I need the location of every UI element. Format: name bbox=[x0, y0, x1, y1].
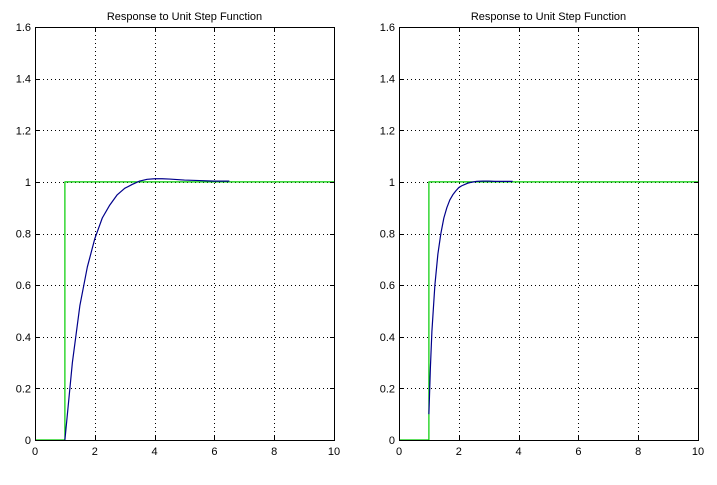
x-tick-label: 6 bbox=[575, 446, 581, 458]
y-tick-label: 1.2 bbox=[380, 125, 395, 137]
x-tick-label: 4 bbox=[516, 446, 522, 458]
x-tick-label: 6 bbox=[211, 446, 217, 458]
x-tick-label: 10 bbox=[692, 446, 704, 458]
y-tick-label: 0.8 bbox=[380, 229, 395, 241]
subplot-1: Response to Unit Step Function 0 2 4 6 8 10 0 0.… bbox=[16, 11, 340, 458]
y-tick-label: 0.8 bbox=[16, 229, 31, 241]
y-tick-label: 1.6 bbox=[380, 22, 395, 34]
y-tick-label: 0.2 bbox=[16, 383, 31, 395]
step-response-line bbox=[64, 178, 230, 441]
axes-frame bbox=[35, 27, 335, 441]
y-tick-label: 1.4 bbox=[16, 74, 31, 86]
x-tick-label: 4 bbox=[152, 446, 158, 458]
x-tick-label: 0 bbox=[396, 446, 402, 458]
axes-frame bbox=[399, 27, 699, 441]
subplot-2: Response to Unit Step Function 0 2 4 6 8 10 0 0.… bbox=[380, 11, 704, 458]
y-tick-label: 0.2 bbox=[380, 383, 395, 395]
y-tick-label: 0 bbox=[389, 435, 395, 447]
y-tick-label: 0.6 bbox=[380, 280, 395, 292]
y-tick-label: 1 bbox=[25, 177, 31, 189]
y-tick-label: 0 bbox=[25, 435, 31, 447]
x-tick-label: 0 bbox=[32, 446, 38, 458]
x-tick-label: 2 bbox=[92, 446, 98, 458]
x-tick-label: 2 bbox=[456, 446, 462, 458]
y-tick-label: 1.4 bbox=[380, 74, 395, 86]
x-tick-label: 10 bbox=[328, 446, 340, 458]
step-response-line bbox=[428, 180, 513, 415]
chart-title: Response to Unit Step Function bbox=[471, 11, 626, 23]
y-tick-label: 0.6 bbox=[16, 280, 31, 292]
y-tick-label: 0.4 bbox=[16, 332, 31, 344]
y-tick-label: 1.2 bbox=[16, 125, 31, 137]
step-input-line bbox=[35, 181, 334, 441]
x-tick-label: 8 bbox=[635, 446, 641, 458]
y-tick-label: 1.6 bbox=[16, 22, 31, 34]
y-tick-label: 1 bbox=[389, 177, 395, 189]
x-tick-label: 8 bbox=[271, 446, 277, 458]
y-tick-label: 0.4 bbox=[380, 332, 395, 344]
chart-title: Response to Unit Step Function bbox=[107, 11, 262, 23]
